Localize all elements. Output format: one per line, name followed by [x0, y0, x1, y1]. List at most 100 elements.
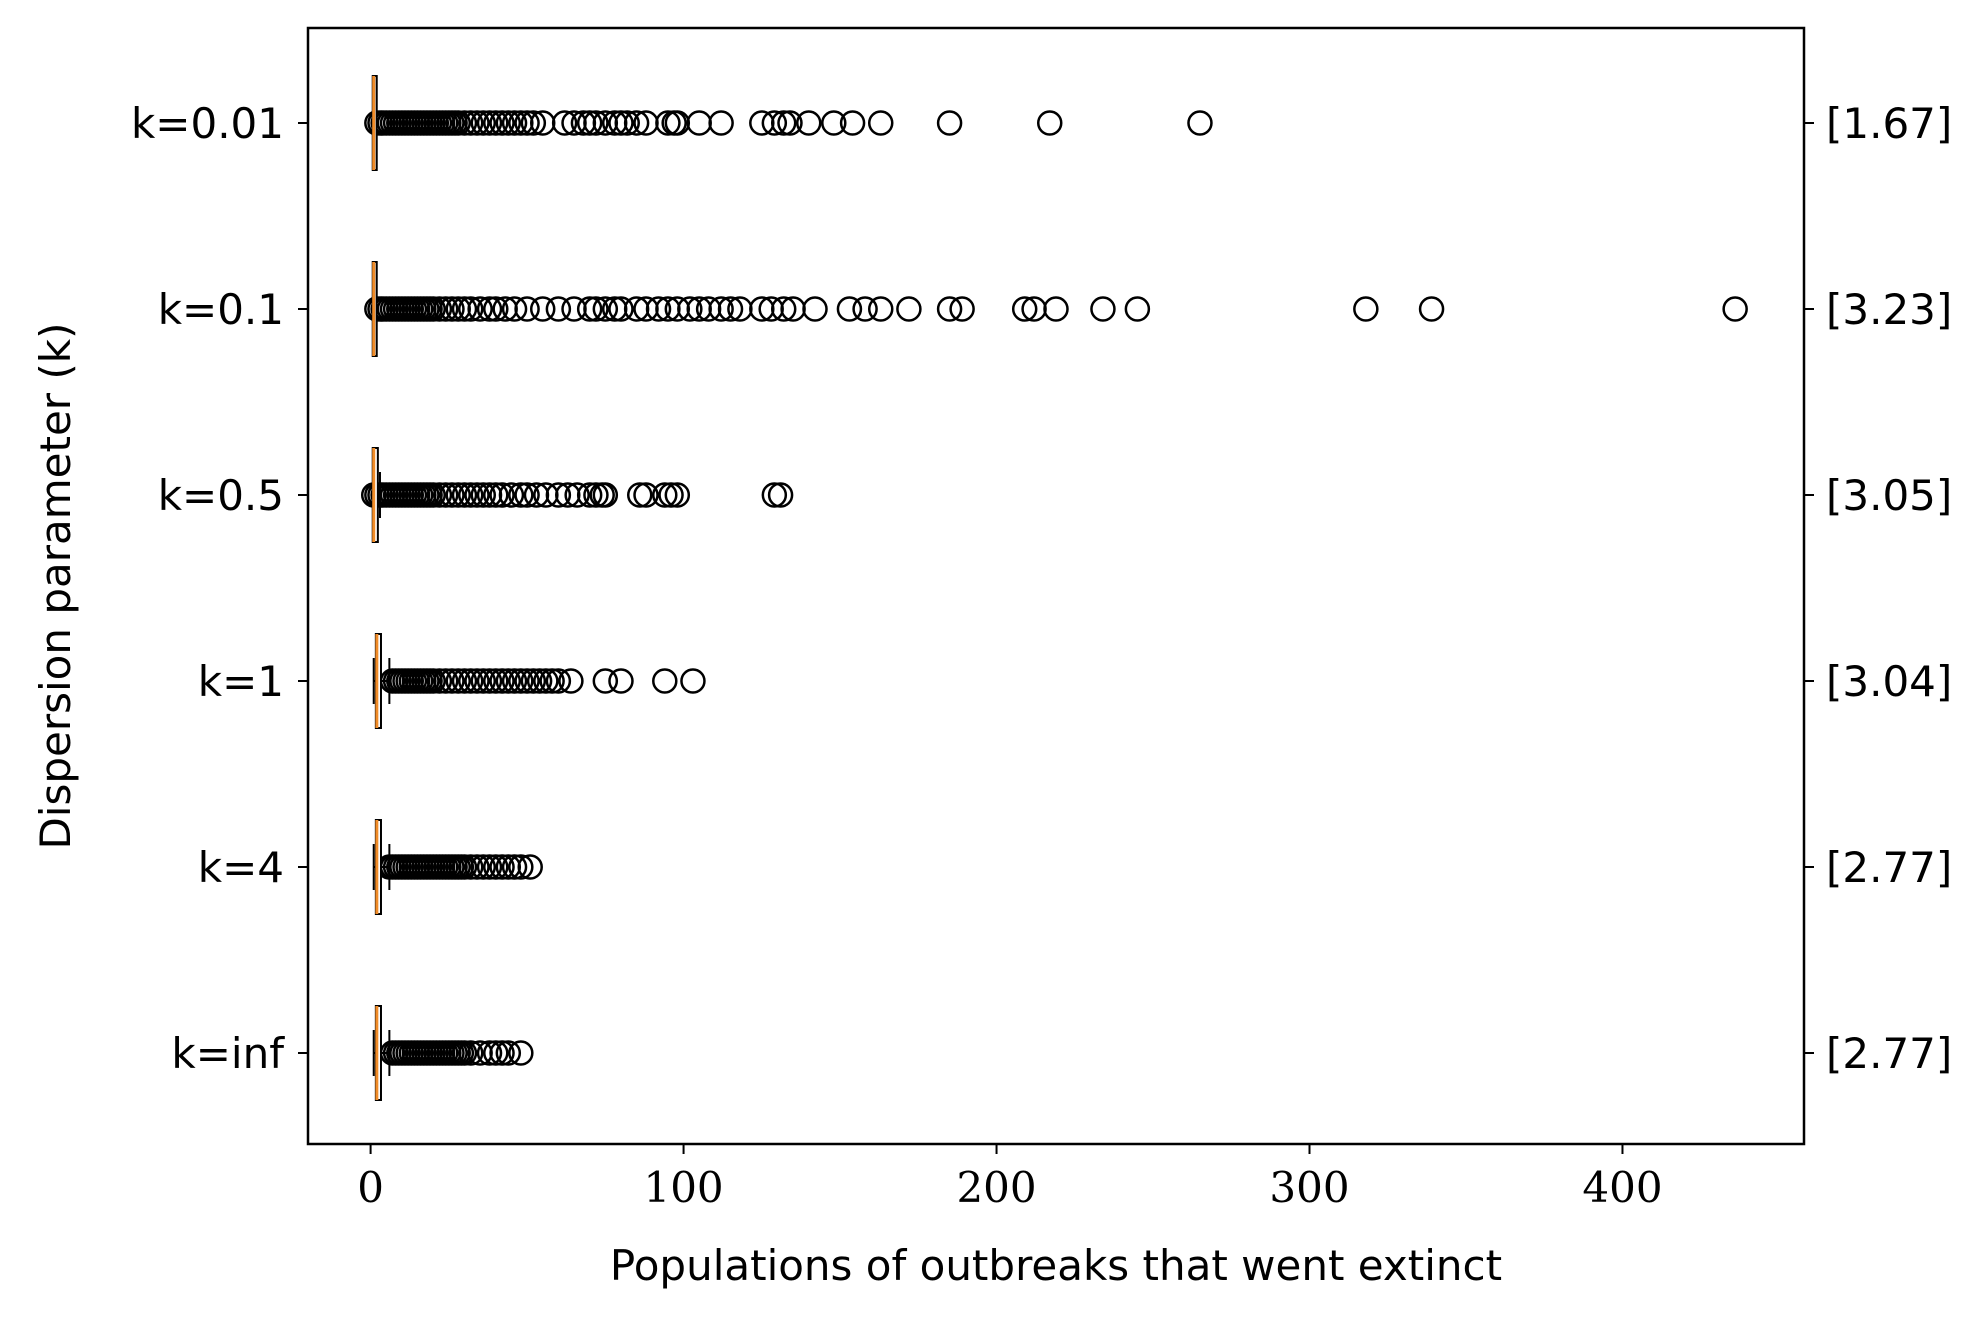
outlier-point: [483, 296, 509, 322]
outlier-point: [508, 1040, 534, 1066]
outlier-point: [432, 296, 459, 322]
outlier-point: [717, 296, 744, 322]
outlier-point: [457, 1040, 484, 1066]
outlier-point: [626, 482, 653, 508]
outlier-point: [476, 110, 503, 136]
outlier-point: [445, 482, 471, 508]
outlier-point: [483, 110, 509, 136]
outlier-point: [545, 296, 572, 322]
outlier-point: [867, 296, 894, 322]
outlier-point: [495, 110, 522, 136]
outlier-point: [645, 296, 672, 322]
outlier-point: [470, 110, 497, 136]
outlier-point: [761, 110, 788, 136]
outlier-point: [476, 1040, 503, 1066]
outlier-point: [576, 482, 603, 508]
outlier-point: [451, 296, 478, 322]
outlier-point: [770, 110, 797, 136]
outlier-point: [583, 296, 609, 322]
outlier-point: [551, 110, 578, 136]
outlier-point: [508, 482, 534, 508]
y-tick-label: k=1: [198, 657, 284, 706]
outlier-point: [936, 296, 963, 322]
outlier-point: [457, 854, 484, 880]
outlier-point: [708, 296, 734, 322]
outlier-point: [489, 854, 515, 880]
outlier-point: [445, 668, 471, 694]
y-tick-label: k=0.1: [158, 285, 284, 334]
x-tick-label: 400: [1582, 1163, 1662, 1212]
outlier-point: [483, 1040, 509, 1066]
outlier-point: [451, 1040, 478, 1066]
x-tick-label: 0: [357, 1163, 384, 1212]
x-axis-title: Populations of outbreaks that went extin…: [610, 1241, 1502, 1290]
right-tick-label: [3.23]: [1826, 285, 1952, 334]
outlier-point: [836, 296, 863, 322]
outlier-point: [802, 296, 828, 322]
outlier-point: [592, 482, 619, 508]
outlier-point: [514, 482, 540, 508]
outlier-point: [451, 482, 478, 508]
outlier-point: [761, 482, 788, 508]
outlier-point: [498, 482, 525, 508]
plot-frame: [306, 26, 1806, 1146]
outlier-point: [457, 110, 484, 136]
x-tick-label: 200: [956, 1163, 1036, 1212]
outlier-point: [1418, 296, 1445, 322]
outlier-point: [1090, 296, 1116, 322]
y-tick-label: k=0.5: [158, 471, 284, 520]
outlier-point: [464, 854, 490, 880]
outlier-point: [445, 110, 471, 136]
x-tick-label: 100: [643, 1163, 723, 1212]
right-axis: [1.67] [3.23] [3.05] [3.04] [2.77] [2.77]: [1804, 99, 1952, 1078]
outlier-point: [464, 668, 490, 694]
outlier-point: [439, 296, 465, 322]
x-tick-label: 300: [1269, 1163, 1349, 1212]
x-axis: 0 100 200 300 400: [357, 1144, 1663, 1212]
outlier-point: [608, 668, 634, 694]
y-tick-label: k=0.01: [131, 99, 284, 148]
outlier-point: [457, 296, 484, 322]
outlier-point: [439, 668, 465, 694]
outlier-point: [770, 296, 797, 322]
outlier-point: [652, 482, 678, 508]
outlier-point: [796, 110, 822, 136]
outlier-point: [558, 668, 584, 694]
outlier-point: [432, 668, 459, 694]
outlier-point: [476, 668, 503, 694]
outlier-point: [432, 482, 459, 508]
outlier-point: [608, 110, 634, 136]
outlier-point: [457, 668, 484, 694]
right-tick-label: [2.77]: [1826, 843, 1952, 892]
outlier-point: [608, 296, 634, 322]
outlier-point: [576, 296, 603, 322]
outlier-point: [949, 296, 975, 322]
outlier-point: [839, 110, 866, 136]
outlier-point: [896, 296, 922, 322]
outlier-point: [470, 854, 497, 880]
outlier-point: [664, 482, 691, 508]
outlier-point: [1011, 296, 1038, 322]
outlier-point: [467, 296, 493, 322]
outlier-point: [451, 854, 478, 880]
outlier-point: [576, 110, 603, 136]
outlier-point: [464, 482, 490, 508]
outlier-point: [539, 668, 565, 694]
plot-marks: [360, 75, 1748, 1101]
y-axis-title: Dispersion parameter (k): [31, 322, 80, 849]
outlier-point: [677, 296, 703, 322]
outlier-point: [583, 482, 609, 508]
outlier-point: [420, 668, 446, 694]
outlier-point: [1187, 110, 1213, 136]
y-tick-label: k=4: [198, 843, 284, 892]
outlier-point: [439, 482, 465, 508]
outlier-point: [476, 296, 503, 322]
outlier-point: [489, 668, 515, 694]
outlier-point: [658, 482, 684, 508]
outlier-point: [489, 1040, 515, 1066]
outlier-point: [592, 296, 619, 322]
outlier-point: [1124, 296, 1151, 322]
outlier-point: [483, 482, 509, 508]
outlier-point: [420, 296, 446, 322]
